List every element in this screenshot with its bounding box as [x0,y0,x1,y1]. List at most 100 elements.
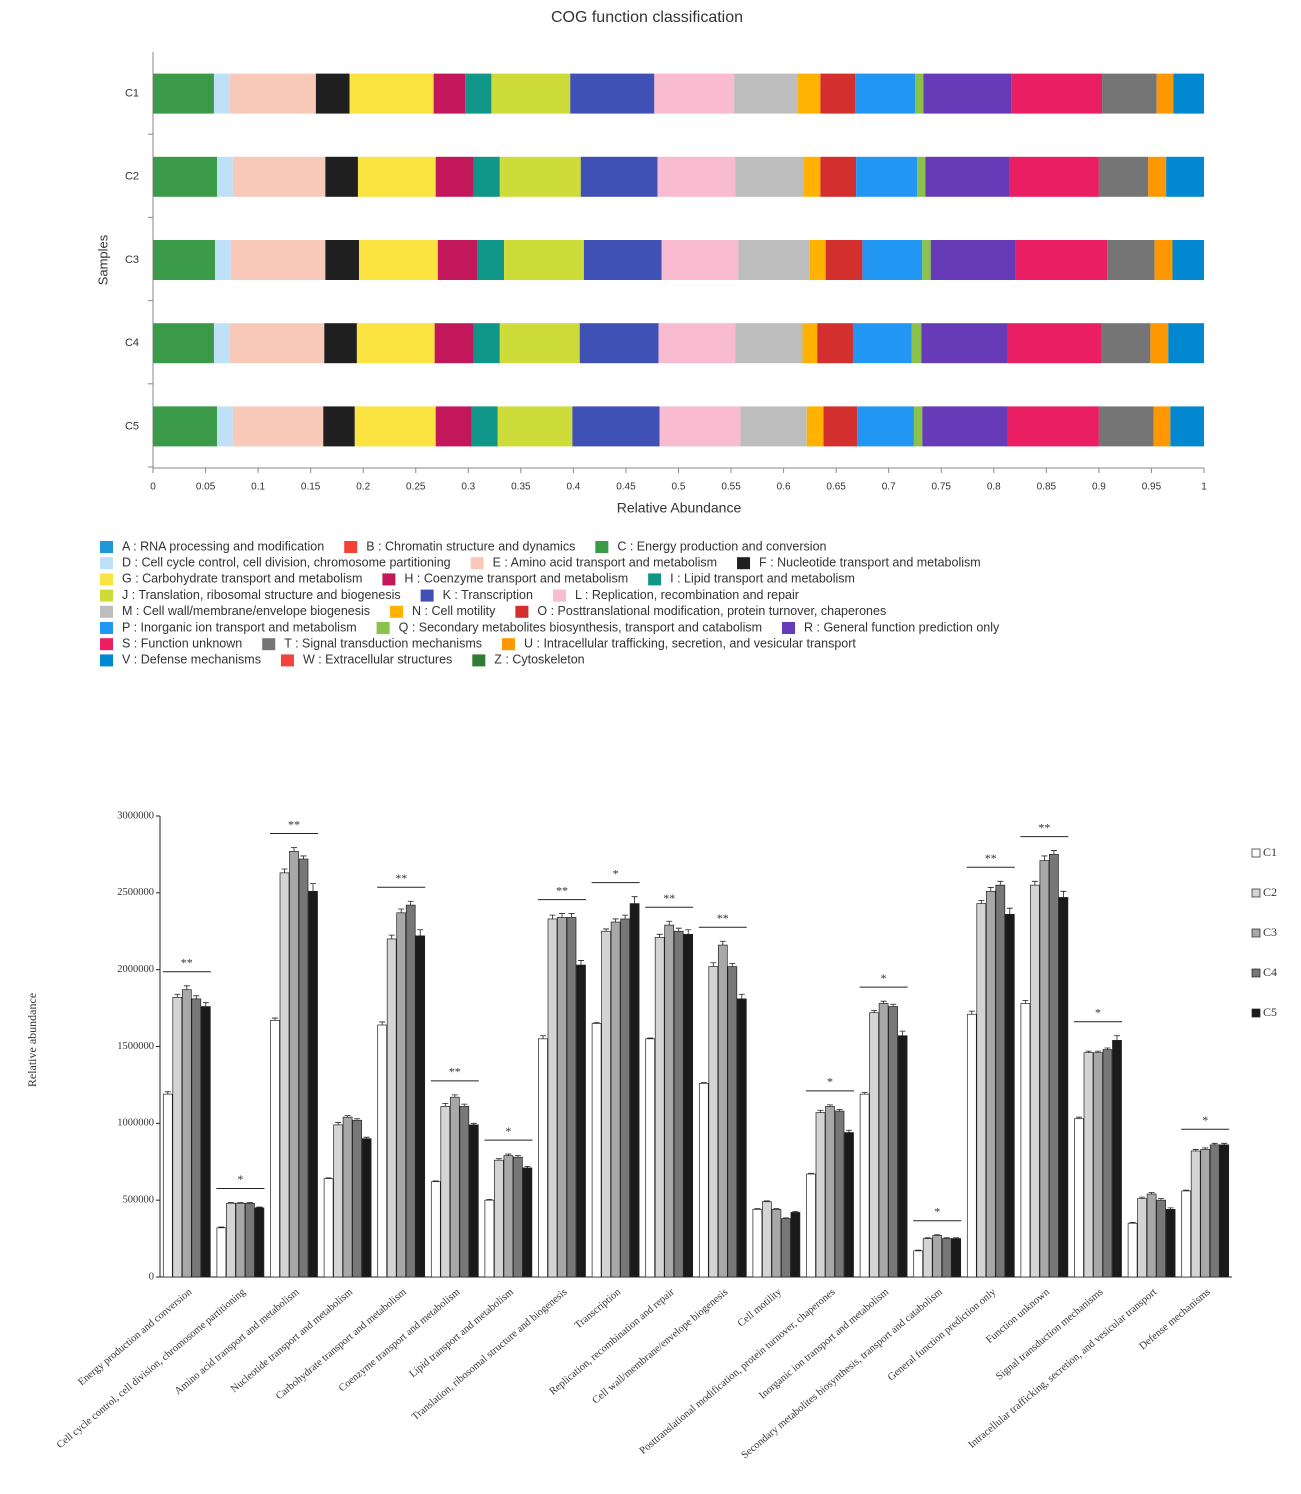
error-bar [281,868,288,873]
legend-label: K : Transcription [443,588,533,602]
bar-segment [659,406,741,447]
error-bar [710,962,717,967]
bar [610,921,621,1278]
bar-segment [325,156,358,197]
legend-label: T : Signal transduction mechanisms [284,636,482,650]
bar-segment [855,73,915,114]
bar [1102,1049,1113,1278]
error-bar [495,1158,502,1161]
error-bar [738,993,745,999]
bar-segment [433,73,466,114]
y-axis-label: Samples [95,234,110,285]
error-bar [924,1237,931,1239]
bar-segment [213,73,230,114]
error-bar [310,883,316,892]
bar-segment [1011,73,1103,114]
error-bar [792,1211,799,1213]
error-bar [470,1122,477,1125]
error-bar [593,1022,600,1024]
bar-segment [153,156,218,197]
bar [459,1106,470,1278]
error-bar [808,1172,814,1175]
error-bar [685,929,692,935]
bar-segment [583,240,662,280]
bar [1058,897,1069,1278]
bar [932,1235,943,1278]
bar-segment [1007,323,1102,364]
error-bar [568,913,575,918]
bar [494,1159,504,1278]
bar-segment [232,406,324,447]
significance-label: ** [181,956,193,970]
error-bar [1060,890,1067,898]
error-bar [398,908,405,913]
significance-label: ** [985,851,997,865]
bar-segment [921,323,1008,364]
bar-segment [1102,73,1157,114]
error-bar [1085,1050,1092,1053]
legend-label: M : Cell wall/membrane/envelope biogenes… [122,604,370,618]
x-tick-label: Cell cycle control, cell division, chrom… [55,1286,248,1451]
error-bar [1104,1047,1111,1050]
bar [289,850,299,1278]
error-bar [861,1092,868,1095]
significance-label: * [237,1172,243,1186]
y-tick-label: 2500000 [117,887,154,898]
bar-segment [1154,240,1173,280]
bar [254,1207,265,1278]
bar [522,1167,533,1278]
error-bar [1050,850,1057,855]
bar [698,1083,709,1278]
legend-label: N : Cell motility [412,604,496,618]
bar [781,1218,791,1278]
error-bar [524,1165,531,1168]
bar [1137,1198,1147,1278]
error-bar [379,1021,386,1025]
legend-swatch [470,557,484,570]
bar-segment [803,156,821,197]
significance-label: ** [663,891,675,905]
bar-segment [473,156,500,197]
legend-swatch [1251,968,1261,978]
legend-swatch [737,557,751,570]
bar-segment [323,406,355,447]
bar [216,1227,227,1278]
bar-segment [491,73,571,114]
legend-swatch [502,638,515,651]
error-bar [666,920,673,926]
error-bar [943,1237,950,1239]
error-bar [1006,907,1013,915]
error-bar [291,847,297,852]
error-bar [1022,1000,1029,1004]
error-bar [514,1155,521,1158]
error-bar [1158,1198,1165,1201]
bar [440,1106,451,1278]
legend-swatch [1251,1008,1261,1018]
error-bar [237,1202,244,1204]
error-bar [846,1129,852,1133]
significance-label: * [881,971,887,985]
bar-segment [911,323,922,364]
legend-label: H : Coenzyme transport and metabolism [404,572,628,586]
error-bar [836,1109,843,1112]
bar-segment [473,323,500,364]
bar [191,998,202,1278]
error-bar [782,1217,789,1219]
bar [995,884,1006,1278]
error-bar [915,1249,922,1251]
error-bar [227,1202,234,1204]
bar-segment [797,73,821,114]
x-tick-label: 0.05 [196,482,216,493]
significance-label: ** [1038,820,1050,834]
legend-label: C4 [1263,965,1277,979]
bar-segment [325,240,359,280]
x-tick-label: 0.35 [511,482,531,493]
legend-swatch [1251,888,1261,898]
bar-segment [572,406,660,447]
error-bar [1129,1222,1136,1224]
error-bar [246,1202,253,1204]
error-bar [827,1104,833,1107]
error-bar [612,918,619,923]
error-bar [325,1177,332,1179]
y-tick-label: 500000 [123,1195,155,1206]
